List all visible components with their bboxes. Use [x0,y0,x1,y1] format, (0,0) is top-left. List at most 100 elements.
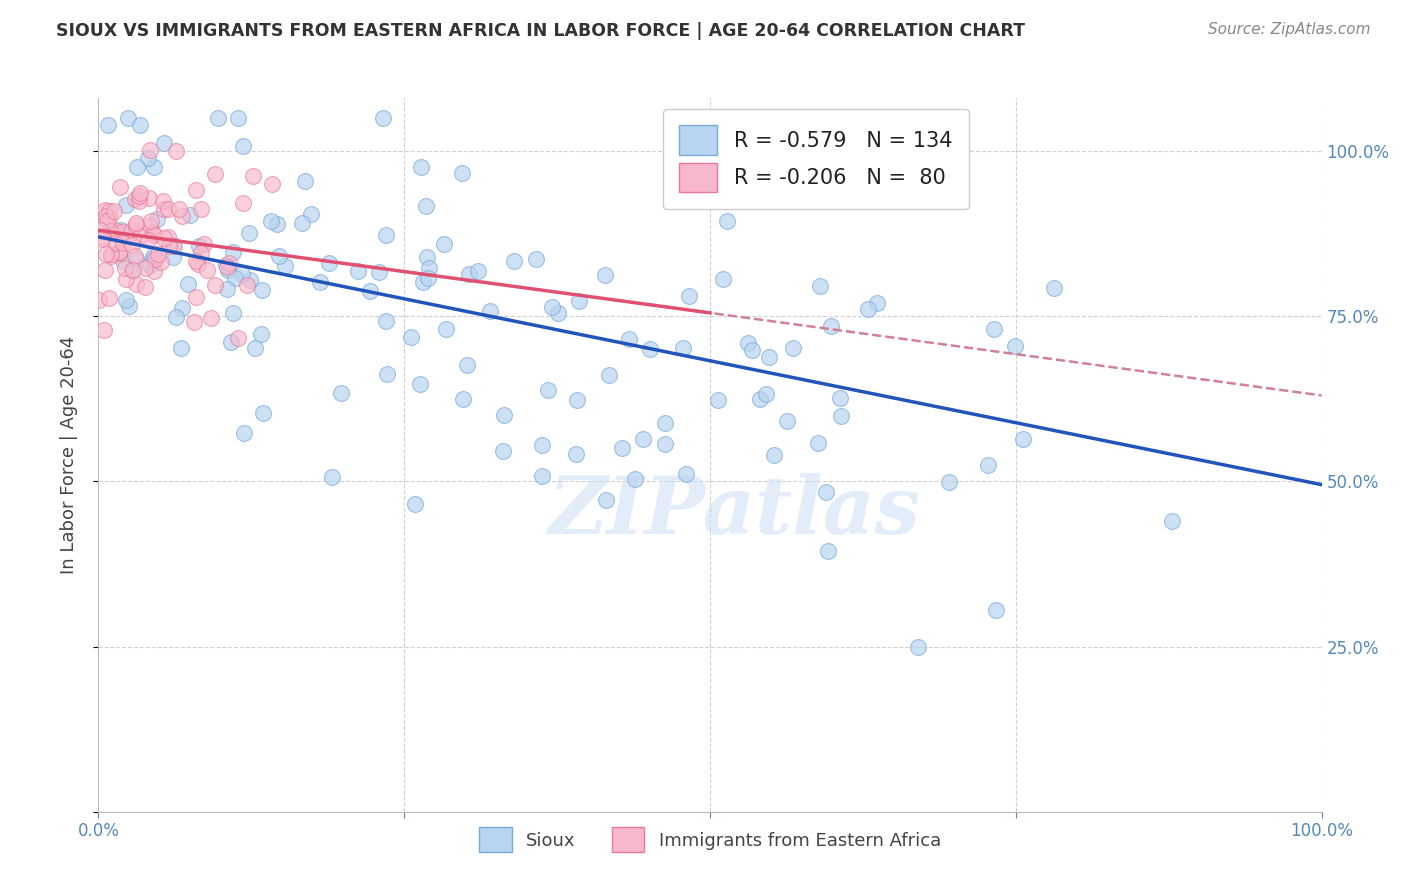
Point [409,377,432,392]
Point [190,246,212,260]
Point [96,213,118,227]
Point [418,260,440,275]
Point [195,263,218,277]
Point [169,202,191,216]
Point [907,640,929,654]
Point [115,198,138,212]
Point [222,245,245,260]
Point [156,230,179,244]
Point [741,343,763,357]
Point [763,448,786,462]
Point [93,323,115,337]
Point [377,367,399,381]
Point [368,265,391,279]
Point [716,214,738,228]
Point [737,335,759,350]
Point [672,341,695,355]
Point [100,249,122,263]
Point [433,237,456,252]
Point [308,276,330,290]
Legend: Sioux, Immigrants from Eastern Africa: Sioux, Immigrants from Eastern Africa [465,813,955,867]
Point [134,280,156,294]
Point [108,246,131,260]
Point [260,213,283,227]
Point [699,191,721,205]
Point [141,252,163,267]
Point [321,470,343,484]
Point [707,392,730,407]
Point [359,284,381,298]
Point [530,469,553,483]
Point [711,272,734,286]
Point [219,335,242,350]
Point [416,250,439,264]
Point [172,209,194,223]
Point [111,235,134,250]
Point [977,458,1000,473]
Point [269,249,291,263]
Point [146,247,169,261]
Point [1012,432,1035,446]
Point [121,262,143,277]
Point [567,393,589,408]
Point [416,270,439,285]
Point [547,306,569,320]
Point [89,293,111,308]
Point [291,216,314,230]
Point [128,118,150,132]
Point [412,275,434,289]
Point [91,230,114,244]
Point [409,160,432,174]
Point [593,268,616,282]
Point [758,350,780,364]
Point [224,271,246,285]
Point [183,315,205,329]
Point [184,290,207,304]
Point [294,174,316,188]
Point [1004,339,1026,353]
Point [451,392,474,406]
Point [96,209,118,223]
Point [121,237,143,252]
Point [782,342,804,356]
Point [330,385,353,400]
Point [610,441,633,455]
Point [458,267,481,281]
Point [638,343,661,357]
Point [89,223,111,237]
Point [243,341,266,355]
Point [114,293,136,307]
Point [204,277,226,292]
Point [165,310,187,324]
Point [134,261,156,276]
Point [502,253,524,268]
Point [152,194,174,209]
Point [136,151,159,165]
Point [118,299,141,313]
Point [830,391,852,405]
Point [186,182,208,196]
Point [215,258,238,272]
Point [94,263,117,277]
Point [633,432,655,446]
Point [127,160,149,174]
Point [153,202,176,217]
Point [157,239,180,253]
Point [100,246,122,260]
Point [170,301,193,315]
Point [541,301,564,315]
Point [299,207,322,221]
Point [531,438,554,452]
Y-axis label: In Labor Force | Age 20-64: In Labor Force | Age 20-64 [59,335,77,574]
Point [415,199,437,213]
Point [807,436,830,450]
Point [98,291,121,305]
Text: ZIPatlas: ZIPatlas [548,474,921,550]
Point [986,603,1008,617]
Point [232,195,254,210]
Point [141,226,163,240]
Point [866,296,889,310]
Point [128,194,150,208]
Point [374,314,396,328]
Point [103,204,125,219]
